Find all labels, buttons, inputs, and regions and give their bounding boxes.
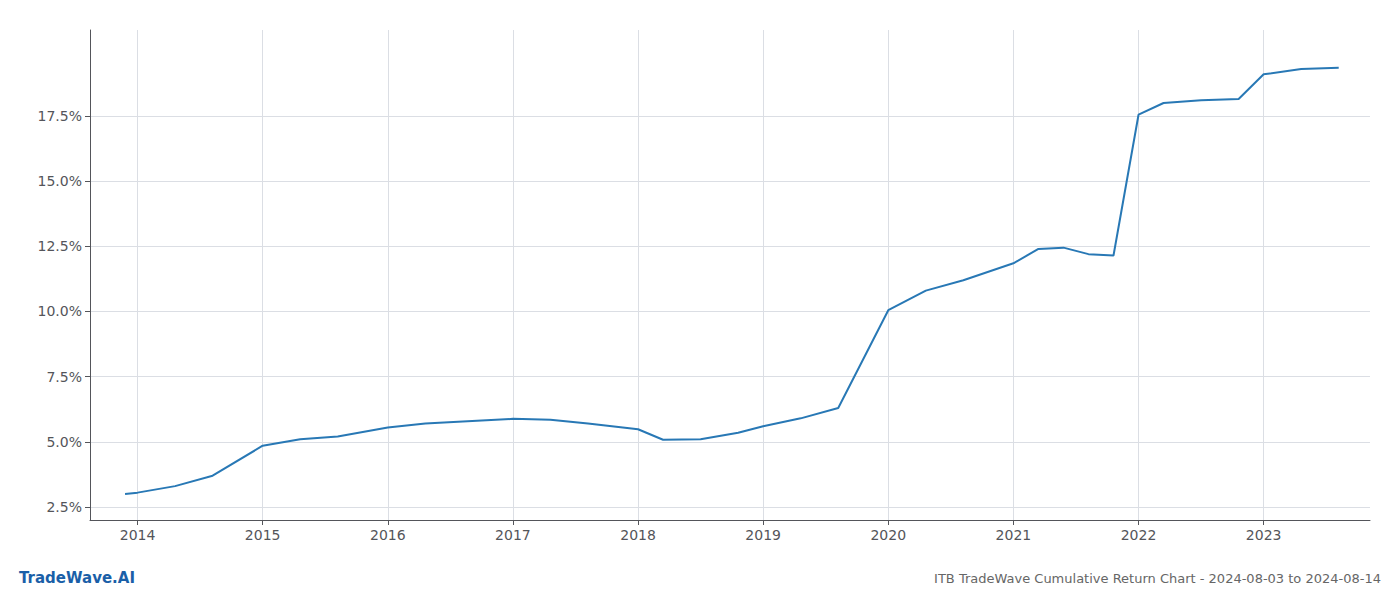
svg-text:2018: 2018 <box>620 527 656 543</box>
svg-text:2021: 2021 <box>996 527 1032 543</box>
svg-text:2015: 2015 <box>245 527 281 543</box>
svg-text:2016: 2016 <box>370 527 406 543</box>
svg-text:2019: 2019 <box>745 527 781 543</box>
svg-text:2.5%: 2.5% <box>46 499 82 515</box>
svg-text:2014: 2014 <box>120 527 156 543</box>
svg-text:5.0%: 5.0% <box>46 434 82 450</box>
svg-text:12.5%: 12.5% <box>38 238 82 254</box>
svg-text:2017: 2017 <box>495 527 531 543</box>
svg-text:17.5%: 17.5% <box>38 108 82 124</box>
svg-text:10.0%: 10.0% <box>38 303 82 319</box>
svg-text:2022: 2022 <box>1121 527 1157 543</box>
svg-text:7.5%: 7.5% <box>46 369 82 385</box>
svg-text:2023: 2023 <box>1246 527 1282 543</box>
svg-text:ITB TradeWave Cumulative Retur: ITB TradeWave Cumulative Return Chart - … <box>934 571 1381 586</box>
svg-text:2020: 2020 <box>870 527 906 543</box>
svg-text:15.0%: 15.0% <box>38 173 82 189</box>
svg-text:TradeWave.AI: TradeWave.AI <box>19 569 135 587</box>
